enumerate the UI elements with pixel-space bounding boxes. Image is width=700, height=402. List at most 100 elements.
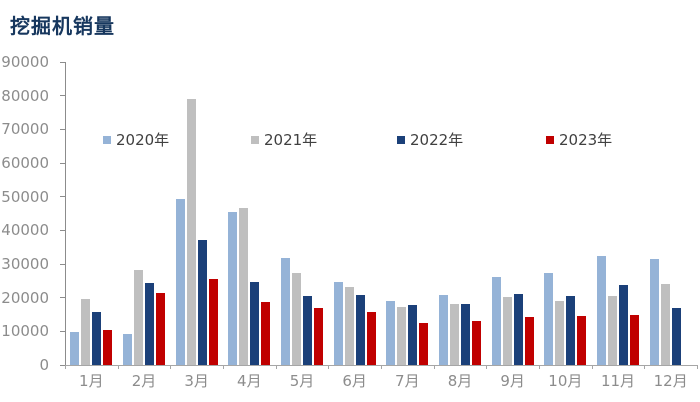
bar	[649, 259, 659, 365]
bar	[314, 308, 324, 365]
legend-marker	[103, 136, 111, 144]
bar	[597, 256, 607, 365]
bar	[145, 283, 154, 365]
x-axis-tick	[539, 365, 540, 369]
bar	[671, 308, 681, 365]
y-axis-tick	[60, 61, 65, 63]
bar	[513, 294, 523, 365]
bar	[619, 285, 629, 365]
x-axis-label: 1月	[79, 372, 104, 390]
y-axis-tick	[60, 263, 65, 265]
legend-marker	[546, 136, 554, 144]
x-axis-label: 3月	[184, 372, 209, 390]
y-axis-label: 50000	[1, 187, 49, 206]
y-axis-label: 70000	[1, 120, 49, 139]
bar	[81, 299, 91, 365]
y-axis-tick	[60, 196, 65, 198]
bar	[397, 307, 407, 365]
bar	[408, 305, 418, 365]
bar	[491, 277, 501, 365]
y-axis-tick	[60, 95, 65, 97]
x-axis-label: 11月	[600, 372, 636, 390]
month-group	[381, 62, 434, 365]
y-axis-label: 40000	[1, 221, 49, 240]
bar	[608, 296, 618, 365]
month-group	[592, 62, 645, 365]
bar	[239, 208, 249, 365]
bar	[555, 301, 565, 365]
x-axis-tick	[223, 365, 224, 369]
y-axis-label: 90000	[1, 53, 49, 71]
legend-marker	[251, 136, 259, 144]
bar	[660, 284, 670, 365]
x-axis-tick	[644, 365, 645, 369]
month-group	[65, 62, 118, 365]
month-group	[486, 62, 539, 365]
y-axis-tick	[60, 229, 65, 231]
legend-label: 2021年	[264, 131, 318, 149]
y-axis-tick	[60, 297, 65, 299]
bar	[502, 297, 512, 365]
chart-title: 挖掘机销量	[10, 14, 115, 38]
bar	[103, 330, 113, 365]
bar	[344, 287, 354, 365]
legend-item: 2022年	[397, 132, 463, 148]
bar	[386, 301, 396, 365]
bar	[228, 212, 238, 365]
legend-label: 2022年	[410, 131, 464, 149]
bar	[186, 99, 196, 365]
bar	[461, 304, 471, 365]
bar	[544, 273, 554, 365]
bar	[123, 334, 132, 365]
bar	[355, 295, 365, 365]
x-axis-tick	[65, 365, 66, 369]
bar	[630, 315, 640, 365]
x-axis-label: 7月	[395, 372, 420, 390]
x-axis-label: 10月	[548, 372, 583, 390]
y-axis-label: 10000	[1, 322, 49, 341]
month-group	[328, 62, 381, 365]
bar	[92, 312, 102, 365]
month-group	[276, 62, 329, 365]
bar	[292, 273, 302, 365]
bar	[281, 258, 291, 365]
plot-area: 0 10000 20000 30000 40000 50000 60000 70000 8000…	[1, 55, 698, 389]
y-axis-tick	[60, 128, 65, 130]
bar	[577, 316, 587, 365]
x-axis-tick	[381, 365, 382, 369]
x-axis-label: 5月	[289, 372, 315, 390]
y-axis-tick	[60, 162, 65, 164]
x-axis-tick	[697, 365, 698, 369]
x-axis-tick	[486, 365, 487, 369]
x-axis-label: 12月	[653, 372, 688, 390]
bar	[70, 332, 80, 365]
x-axis-tick	[118, 365, 119, 369]
bar	[419, 323, 429, 365]
bar	[134, 270, 143, 365]
legend-label: 2023年	[559, 131, 613, 149]
month-group	[223, 62, 276, 365]
month-group	[434, 62, 487, 365]
x-axis-tick	[592, 365, 593, 369]
bar	[450, 304, 460, 365]
x-axis-label: 2月	[131, 372, 157, 390]
bar	[366, 312, 376, 365]
x-axis-label: 9月	[500, 372, 525, 390]
y-axis-label: 0	[39, 356, 49, 374]
bar	[250, 282, 260, 365]
bar	[208, 279, 218, 365]
x-axis-tick	[170, 365, 171, 369]
y-axis-line	[65, 62, 66, 365]
y-axis-label: 30000	[1, 255, 49, 273]
x-axis-label: 6月	[342, 372, 367, 390]
legend-item: 2020年	[103, 132, 169, 148]
bar	[333, 282, 343, 365]
bar	[439, 295, 449, 365]
x-axis-tick	[276, 365, 277, 369]
bar	[566, 296, 576, 365]
y-axis-tick	[60, 330, 65, 332]
month-group	[118, 62, 171, 365]
y-axis-label: 80000	[1, 86, 49, 105]
bar	[303, 296, 313, 365]
